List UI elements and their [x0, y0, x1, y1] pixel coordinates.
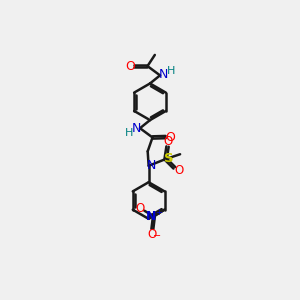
- Text: H: H: [167, 66, 175, 76]
- Text: S: S: [164, 152, 174, 165]
- Text: N: N: [158, 68, 168, 82]
- Text: N: N: [146, 210, 156, 223]
- Text: H: H: [124, 128, 133, 138]
- Text: O: O: [125, 60, 135, 73]
- Text: O: O: [135, 202, 145, 215]
- Text: O: O: [147, 228, 157, 241]
- Text: N: N: [132, 122, 141, 135]
- Text: +: +: [155, 208, 162, 217]
- Text: O: O: [174, 164, 183, 177]
- Text: O: O: [165, 130, 175, 144]
- Text: O: O: [163, 135, 172, 148]
- Text: N: N: [147, 159, 157, 172]
- Text: −: −: [152, 231, 161, 241]
